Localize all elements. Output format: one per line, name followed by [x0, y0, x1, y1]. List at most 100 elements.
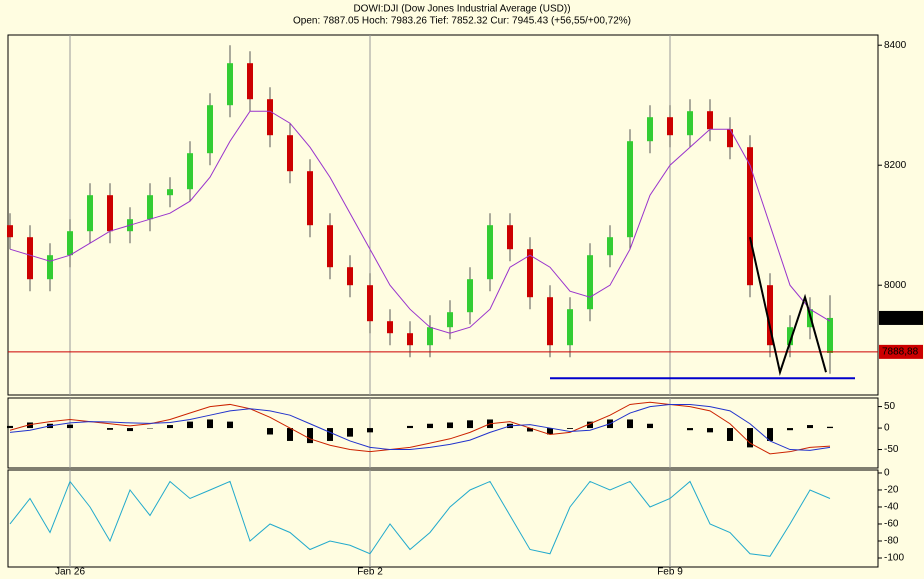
candle-body — [247, 63, 253, 100]
candle-body — [347, 267, 353, 286]
y-tick-label: 50 — [884, 401, 896, 412]
y-tick-label: -20 — [884, 485, 899, 496]
candle-body — [167, 189, 173, 196]
candle-body — [727, 129, 733, 148]
y-tick-label: -40 — [884, 502, 899, 513]
candle-body — [107, 195, 113, 232]
candle-body — [507, 225, 513, 250]
candle-body — [207, 105, 213, 154]
price-badge-label: 7888,88 — [882, 347, 919, 358]
chart-subtitle: Open: 7887.05 Hoch: 7983.26 Tief: 7852.3… — [293, 16, 631, 27]
histogram-bar — [407, 425, 413, 429]
histogram-bar — [207, 419, 213, 429]
candle-body — [767, 285, 773, 346]
candle-body — [567, 309, 573, 346]
histogram-bar — [127, 428, 133, 432]
histogram-bar — [547, 428, 553, 435]
pattern-line — [749, 236, 827, 376]
histogram-bar — [267, 428, 273, 435]
histogram-bar — [827, 426, 833, 429]
histogram-bar — [67, 424, 73, 429]
candle-body — [687, 111, 693, 136]
price-badge — [879, 344, 923, 359]
histogram-bar — [647, 423, 653, 429]
y-tick-label: 8400 — [884, 40, 907, 51]
y-tick-label: -50 — [884, 444, 899, 455]
histogram-bar — [347, 428, 353, 437]
histogram-bar — [807, 425, 813, 429]
histogram-bar — [367, 428, 373, 433]
x-tick-label: Feb 9 — [657, 567, 683, 578]
candle-body — [147, 195, 153, 220]
histogram-bar — [427, 423, 433, 429]
histogram-bar — [227, 421, 233, 429]
price-badge-label: 7945,43 — [882, 313, 919, 324]
moving-average — [9, 110, 831, 334]
candle-body — [647, 117, 653, 142]
y-tick-label: 8200 — [884, 160, 907, 171]
y-tick-label: 8000 — [884, 280, 907, 291]
candle-body — [627, 141, 633, 238]
candle-body — [227, 63, 233, 106]
candle-body — [267, 99, 273, 136]
histogram-bar — [527, 428, 533, 432]
histogram-bar — [7, 425, 13, 429]
histogram-bar — [447, 422, 453, 429]
x-tick-label: Feb 2 — [357, 567, 383, 578]
x-tick-label: Jan 26 — [55, 567, 85, 578]
y-tick-label: -60 — [884, 519, 899, 530]
price-badge — [879, 310, 923, 325]
y-tick-label: -100 — [884, 553, 904, 564]
candle-body — [307, 171, 313, 226]
y-tick-label: -80 — [884, 536, 899, 547]
histogram-bar — [567, 428, 573, 429]
indicator-line — [9, 403, 831, 451]
histogram-bar — [587, 421, 593, 429]
panel-frame — [7, 34, 879, 396]
histogram-bar — [107, 428, 113, 430]
candle-body — [287, 135, 293, 172]
candle-body — [607, 237, 613, 256]
candle-body — [27, 237, 33, 280]
histogram-bar — [727, 428, 733, 441]
histogram-bar — [627, 419, 633, 429]
y-tick-label: 0 — [884, 468, 890, 479]
candle-body — [387, 321, 393, 334]
candle-body — [827, 317, 833, 353]
panel-frame — [7, 397, 879, 469]
candle-body — [87, 195, 93, 232]
histogram-bar — [787, 428, 793, 431]
candle-body — [447, 312, 453, 328]
histogram-bar — [747, 428, 753, 448]
candle-body — [787, 327, 793, 346]
candle-body — [327, 225, 333, 268]
candle-body — [547, 297, 553, 346]
candle-body — [67, 231, 73, 256]
histogram-bar — [187, 421, 193, 429]
histogram-bar — [767, 428, 773, 441]
candle-body — [187, 153, 193, 190]
chart-title: DOWI:DJI (Dow Jones Industrial Average (… — [353, 4, 570, 15]
panel-frame — [7, 469, 879, 568]
y-tick-label: 0 — [884, 423, 890, 434]
candle-body — [667, 117, 673, 136]
histogram-bar — [287, 428, 293, 441]
indicator-line — [9, 480, 831, 557]
candle-body — [367, 285, 373, 322]
histogram-bar — [167, 425, 173, 429]
candle-body — [527, 249, 533, 298]
candle-body — [587, 255, 593, 310]
candle-body — [407, 333, 413, 346]
histogram-bar — [307, 428, 313, 444]
candle-body — [427, 327, 433, 346]
histogram-bar — [467, 420, 473, 429]
candle-body — [487, 225, 493, 280]
histogram-bar — [327, 428, 333, 441]
candle-body — [747, 147, 753, 286]
candle-body — [47, 255, 53, 280]
candle-body — [707, 111, 713, 130]
indicator-line — [9, 401, 831, 455]
